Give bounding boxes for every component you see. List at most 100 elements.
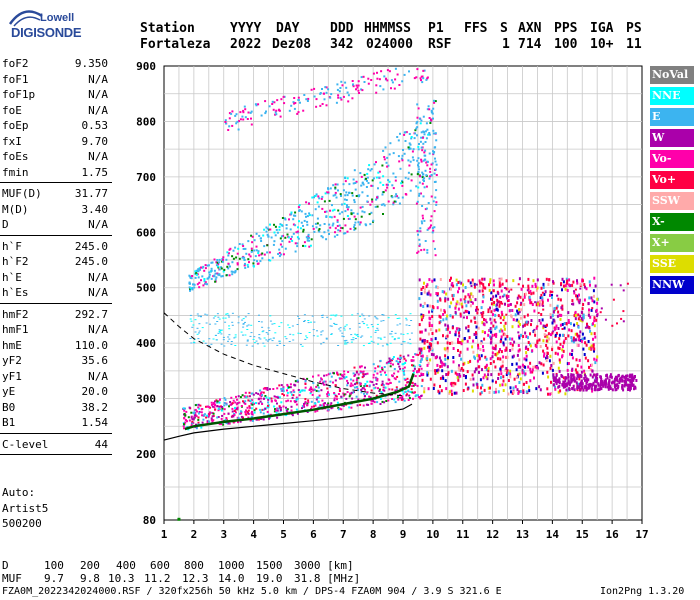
echo-point xyxy=(440,308,442,312)
echo-point xyxy=(469,377,472,381)
echo-point xyxy=(594,335,597,339)
echo-point xyxy=(429,377,432,381)
params-divider xyxy=(0,182,112,183)
echo-point xyxy=(182,407,185,410)
echo-point xyxy=(486,377,489,381)
echo-point xyxy=(200,279,202,282)
echo-point xyxy=(605,374,608,378)
echo-point xyxy=(567,311,570,315)
echo-point xyxy=(273,323,276,325)
echo-point xyxy=(280,384,283,387)
echo-point xyxy=(259,389,262,392)
echo-point xyxy=(363,387,365,390)
echo-point xyxy=(421,205,424,207)
echo-point xyxy=(245,409,247,412)
echo-point xyxy=(329,226,332,229)
echo-point xyxy=(194,270,197,273)
echo-point xyxy=(615,384,618,388)
echo-point xyxy=(446,346,449,350)
echo-point xyxy=(383,389,386,392)
echo-point xyxy=(268,417,270,420)
echo-point xyxy=(591,363,593,367)
echo-point xyxy=(196,410,198,413)
echo-point xyxy=(615,378,618,382)
echo-point xyxy=(469,304,472,308)
echo-point xyxy=(214,408,216,411)
echo-point xyxy=(260,391,263,394)
echo-point xyxy=(216,313,219,315)
echo-point xyxy=(326,393,329,396)
echo-point xyxy=(428,316,431,320)
echo-point xyxy=(499,357,502,361)
echo-point xyxy=(489,317,492,321)
echo-point xyxy=(211,405,214,408)
echo-point xyxy=(422,115,425,118)
echo-point xyxy=(288,109,291,112)
echo-point xyxy=(398,202,401,205)
echo-point xyxy=(334,227,337,230)
echo-point xyxy=(192,411,195,414)
echo-point xyxy=(614,385,616,389)
echo-point xyxy=(501,360,504,364)
echo-point xyxy=(426,355,429,358)
echo-point xyxy=(248,395,251,398)
echo-point xyxy=(408,325,411,326)
echo-point xyxy=(522,370,525,374)
echo-point xyxy=(318,228,321,230)
echo-point xyxy=(503,332,506,336)
echo-point xyxy=(428,117,431,119)
echo-point xyxy=(397,370,400,373)
echo-point xyxy=(494,352,497,356)
echo-point xyxy=(270,399,273,402)
echo-point xyxy=(473,316,476,320)
echo-point xyxy=(346,230,349,233)
echo-point xyxy=(610,375,613,379)
echo-point xyxy=(228,325,230,327)
echo-point xyxy=(589,367,592,371)
echo-point xyxy=(573,338,576,342)
echo-point xyxy=(593,357,596,361)
echo-point xyxy=(290,405,293,408)
echo-point xyxy=(251,410,253,413)
echo-point xyxy=(480,341,483,345)
echo-point xyxy=(428,152,431,155)
echo-point xyxy=(246,339,249,341)
echo-point xyxy=(241,115,244,118)
param-name: foF2 xyxy=(2,57,29,70)
echo-point xyxy=(590,347,593,351)
echo-point xyxy=(340,377,343,380)
echo-point xyxy=(435,329,438,333)
echo-point xyxy=(397,139,400,142)
echo-point xyxy=(417,353,420,356)
echo-point xyxy=(256,343,259,345)
echo-point xyxy=(567,321,570,324)
autoscaling-version: 500200 xyxy=(2,517,42,530)
echo-point xyxy=(404,390,407,393)
echo-point xyxy=(619,377,622,381)
echo-point xyxy=(345,376,348,378)
echo-point xyxy=(531,284,534,288)
echo-point xyxy=(444,299,447,303)
echo-point xyxy=(262,412,265,415)
echo-point xyxy=(234,246,237,249)
echo-point xyxy=(370,402,373,405)
params-group-c-level: C-level 44 xyxy=(0,437,112,453)
echo-point xyxy=(362,373,365,376)
echo-point xyxy=(274,225,277,228)
echo-point xyxy=(303,321,305,322)
echo-point xyxy=(518,390,521,394)
echo-point xyxy=(421,222,424,225)
echo-point xyxy=(410,173,413,176)
echo-point xyxy=(438,314,441,318)
echo-point xyxy=(258,254,261,257)
echo-point xyxy=(548,337,550,341)
echo-point xyxy=(459,341,462,345)
echo-point xyxy=(517,349,520,353)
echo-point xyxy=(337,189,339,192)
echo-point xyxy=(261,326,264,328)
echo-point xyxy=(236,120,239,123)
echo-point xyxy=(353,228,356,231)
echo-point xyxy=(485,357,488,361)
echo-point xyxy=(337,345,340,346)
echo-point xyxy=(330,93,333,96)
